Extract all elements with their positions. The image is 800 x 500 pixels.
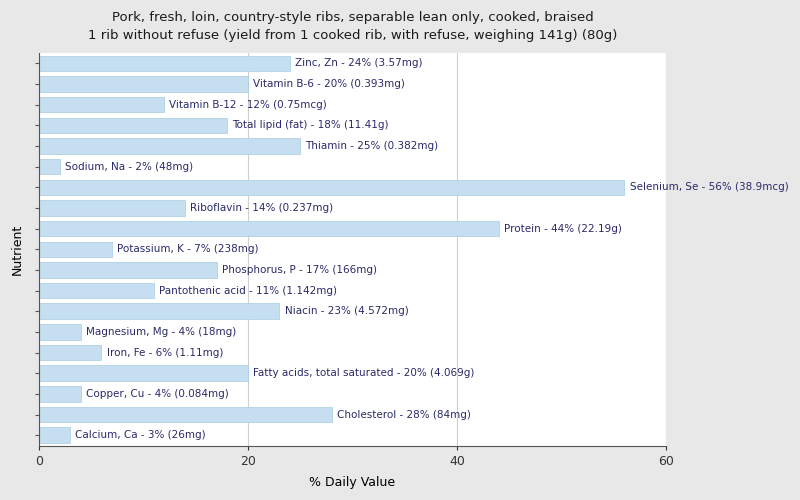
Text: Iron, Fe - 6% (1.11mg): Iron, Fe - 6% (1.11mg) bbox=[106, 348, 223, 358]
Bar bbox=[38, 200, 185, 216]
Text: Cholesterol - 28% (84mg): Cholesterol - 28% (84mg) bbox=[337, 410, 470, 420]
Bar bbox=[38, 221, 499, 236]
Text: Phosphorus, P - 17% (166mg): Phosphorus, P - 17% (166mg) bbox=[222, 265, 377, 275]
Text: Total lipid (fat) - 18% (11.41g): Total lipid (fat) - 18% (11.41g) bbox=[232, 120, 389, 130]
Bar bbox=[38, 407, 331, 422]
Text: Niacin - 23% (4.572mg): Niacin - 23% (4.572mg) bbox=[285, 306, 408, 316]
Bar bbox=[38, 159, 60, 174]
Bar bbox=[38, 304, 279, 319]
Bar bbox=[38, 428, 70, 443]
Text: Sodium, Na - 2% (48mg): Sodium, Na - 2% (48mg) bbox=[65, 162, 193, 172]
Bar bbox=[38, 262, 217, 278]
Text: Copper, Cu - 4% (0.084mg): Copper, Cu - 4% (0.084mg) bbox=[86, 389, 229, 399]
Bar bbox=[38, 324, 81, 340]
Text: Vitamin B-6 - 20% (0.393mg): Vitamin B-6 - 20% (0.393mg) bbox=[253, 79, 405, 89]
Bar bbox=[38, 138, 300, 154]
Text: Protein - 44% (22.19g): Protein - 44% (22.19g) bbox=[504, 224, 622, 234]
Text: Vitamin B-12 - 12% (0.75mcg): Vitamin B-12 - 12% (0.75mcg) bbox=[170, 100, 327, 110]
Text: Riboflavin - 14% (0.237mg): Riboflavin - 14% (0.237mg) bbox=[190, 203, 334, 213]
Bar bbox=[38, 56, 290, 71]
Bar bbox=[38, 283, 154, 298]
Text: Fatty acids, total saturated - 20% (4.069g): Fatty acids, total saturated - 20% (4.06… bbox=[253, 368, 474, 378]
Bar bbox=[38, 366, 248, 381]
Bar bbox=[38, 118, 227, 133]
Text: Magnesium, Mg - 4% (18mg): Magnesium, Mg - 4% (18mg) bbox=[86, 327, 236, 337]
X-axis label: % Daily Value: % Daily Value bbox=[310, 476, 395, 489]
Text: Potassium, K - 7% (238mg): Potassium, K - 7% (238mg) bbox=[117, 244, 258, 254]
Title: Pork, fresh, loin, country-style ribs, separable lean only, cooked, braised
1 ri: Pork, fresh, loin, country-style ribs, s… bbox=[88, 11, 617, 42]
Bar bbox=[38, 180, 625, 195]
Text: Calcium, Ca - 3% (26mg): Calcium, Ca - 3% (26mg) bbox=[75, 430, 206, 440]
Bar bbox=[38, 386, 81, 402]
Y-axis label: Nutrient: Nutrient bbox=[11, 224, 24, 275]
Bar bbox=[38, 242, 112, 257]
Text: Thiamin - 25% (0.382mg): Thiamin - 25% (0.382mg) bbox=[306, 141, 438, 151]
Text: Selenium, Se - 56% (38.9mcg): Selenium, Se - 56% (38.9mcg) bbox=[630, 182, 789, 192]
Text: Pantothenic acid - 11% (1.142mg): Pantothenic acid - 11% (1.142mg) bbox=[159, 286, 337, 296]
Bar bbox=[38, 97, 164, 112]
Text: Zinc, Zn - 24% (3.57mg): Zinc, Zn - 24% (3.57mg) bbox=[295, 58, 422, 68]
Bar bbox=[38, 76, 248, 92]
Bar bbox=[38, 345, 102, 360]
